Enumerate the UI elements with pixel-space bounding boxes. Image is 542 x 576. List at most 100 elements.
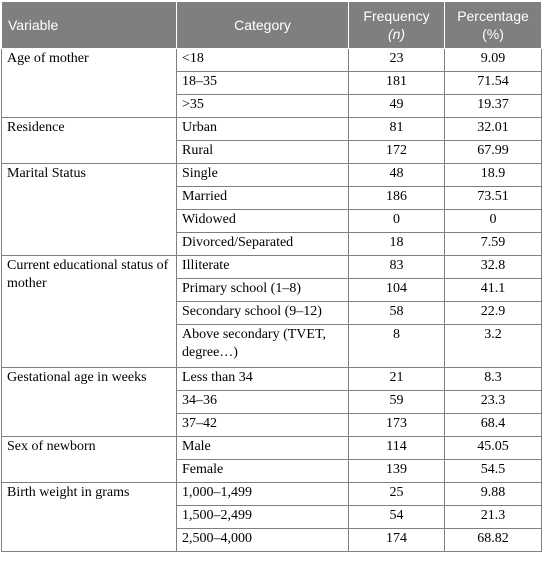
table-row: Secondary school (9–12) 58 22.9 <box>2 301 542 325</box>
percentage-cell: 67.99 <box>444 140 542 164</box>
category-cell: Above secondary (TVET, degree…) <box>176 324 349 368</box>
percentage-cell: 19.37 <box>444 94 542 118</box>
header-row: Variable Category Frequency (n) Percenta… <box>1 1 542 49</box>
frequency-cell: 48 <box>348 163 445 187</box>
table-row: 2,500–4,000 174 68.82 <box>2 528 542 552</box>
percentage-cell: 32.8 <box>444 255 542 279</box>
category-cell: Married <box>176 186 349 210</box>
frequency-cell: 49 <box>348 94 445 118</box>
frequency-cell: 181 <box>348 71 445 95</box>
category-cell: Male <box>176 436 349 460</box>
table-row: >35 49 19.37 <box>2 94 542 118</box>
table-row: Married 186 73.51 <box>2 186 542 210</box>
percentage-cell: 54.5 <box>444 459 542 483</box>
percentage-cell: 71.54 <box>444 71 542 95</box>
table-row: Birth weight in grams 1,000–1,499 25 9.88 <box>1 482 542 552</box>
variable-cell: Current educational status of mother <box>1 255 177 368</box>
table-row: Female 139 54.5 <box>2 459 542 483</box>
frequency-cell: 104 <box>348 278 445 302</box>
frequency-cell: 59 <box>348 390 445 414</box>
frequency-cell: 114 <box>348 436 445 460</box>
frequency-cell: 186 <box>348 186 445 210</box>
category-cell: Widowed <box>176 209 349 233</box>
percentage-cell: 0 <box>444 209 542 233</box>
table-row: Marital Status Single 48 18.9 <box>1 163 542 256</box>
header-frequency: Frequency (n) <box>348 1 445 49</box>
percentage-cell: 32.01 <box>444 117 542 141</box>
category-cell: <18 <box>176 48 349 72</box>
percentage-cell: 41.1 <box>444 278 542 302</box>
category-cell: 18–35 <box>176 71 349 95</box>
category-cell: Primary school (1–8) <box>176 278 349 302</box>
table-row: Age of mother <18 23 9.09 <box>1 48 542 118</box>
percentage-cell: 21.3 <box>444 505 542 529</box>
table-header: Variable Category Frequency (n) Percenta… <box>1 1 542 49</box>
frequency-cell: 83 <box>348 255 445 279</box>
table-row: Sex of newborn Male 114 45.05 <box>1 436 542 483</box>
header-percentage-label: Percentage <box>457 8 529 24</box>
category-cell: Divorced/Separated <box>176 232 349 256</box>
table-body: Age of mother <18 23 9.09 18–35 181 71.54 >35 4… <box>1 48 542 552</box>
percentage-cell: 22.9 <box>444 301 542 325</box>
frequency-cell: 18 <box>348 232 445 256</box>
frequency-cell: 25 <box>348 482 445 506</box>
table-row: Residence Urban 81 32.01 <box>1 117 542 164</box>
category-cell: Secondary school (9–12) <box>176 301 349 325</box>
frequency-cell: 21 <box>348 367 445 391</box>
variable-cell: Age of mother <box>1 48 177 118</box>
frequency-cell: 23 <box>348 48 445 72</box>
percentage-cell: 9.88 <box>444 482 542 506</box>
variable-cell: Marital Status <box>1 163 177 256</box>
percentage-cell: 45.05 <box>444 436 542 460</box>
category-cell: 37–42 <box>176 413 349 437</box>
category-cell: 2,500–4,000 <box>176 528 349 552</box>
percentage-cell: 7.59 <box>444 232 542 256</box>
percentage-cell: 23.3 <box>444 390 542 414</box>
header-percentage-unit: (%) <box>482 26 504 42</box>
variable-cell: Birth weight in grams <box>1 482 177 552</box>
table-row: Divorced/Separated 18 7.59 <box>2 232 542 256</box>
table-row: Gestational age in weeks Less than 34 21 8.… <box>1 367 542 437</box>
header-variable: Variable <box>1 1 177 49</box>
category-cell: Female <box>176 459 349 483</box>
table-row: 34–36 59 23.3 <box>2 390 542 414</box>
header-category: Category <box>176 1 349 49</box>
category-cell: 1,500–2,499 <box>176 505 349 529</box>
variable-cell: Sex of newborn <box>1 436 177 483</box>
table-row: 37–42 173 68.4 <box>2 413 542 437</box>
category-cell: 34–36 <box>176 390 349 414</box>
sociodemographic-table: Variable Category Frequency (n) Percenta… <box>1 1 542 552</box>
frequency-cell: 174 <box>348 528 445 552</box>
category-cell: Urban <box>176 117 349 141</box>
category-cell: Single <box>176 163 349 187</box>
category-cell: Illiterate <box>176 255 349 279</box>
table-row: Rural 172 67.99 <box>2 140 542 164</box>
header-frequency-unit: (n) <box>387 26 406 42</box>
category-cell: >35 <box>176 94 349 118</box>
frequency-cell: 172 <box>348 140 445 164</box>
variable-cell: Residence <box>1 117 177 164</box>
variable-cell: Gestational age in weeks <box>1 367 177 437</box>
category-cell: 1,000–1,499 <box>176 482 349 506</box>
percentage-cell: 8.3 <box>444 367 542 391</box>
table-row: Primary school (1–8) 104 41.1 <box>2 278 542 302</box>
frequency-cell: 81 <box>348 117 445 141</box>
frequency-cell: 54 <box>348 505 445 529</box>
frequency-cell: 0 <box>348 209 445 233</box>
table-row: Current educational status of mother Illi… <box>1 255 542 368</box>
percentage-cell: 68.4 <box>444 413 542 437</box>
percentage-cell: 18.9 <box>444 163 542 187</box>
percentage-cell: 3.2 <box>444 324 542 368</box>
frequency-cell: 58 <box>348 301 445 325</box>
frequency-cell: 173 <box>348 413 445 437</box>
header-frequency-label: Frequency <box>363 8 430 24</box>
category-cell: Less than 34 <box>176 367 349 391</box>
frequency-cell: 139 <box>348 459 445 483</box>
header-percentage: Percentage (%) <box>444 1 542 49</box>
percentage-cell: 68.82 <box>444 528 542 552</box>
percentage-cell: 73.51 <box>444 186 542 210</box>
frequency-cell: 8 <box>348 324 445 368</box>
table-row: 18–35 181 71.54 <box>2 71 542 95</box>
percentage-cell: 9.09 <box>444 48 542 72</box>
category-cell: Rural <box>176 140 349 164</box>
